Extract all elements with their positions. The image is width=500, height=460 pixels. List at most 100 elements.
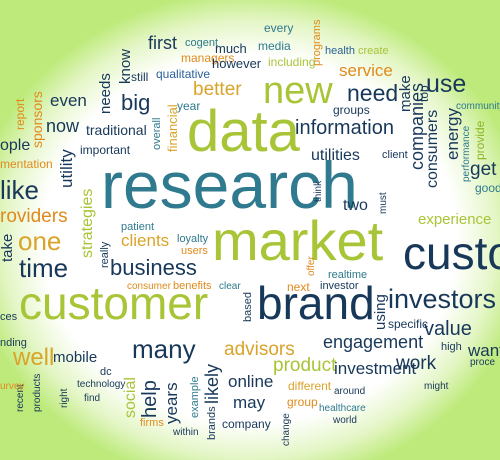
word: help: [139, 380, 161, 418]
word: want: [468, 341, 500, 360]
word: big: [121, 90, 151, 115]
word: media: [258, 39, 291, 53]
word: health: [325, 45, 355, 57]
word: advisors: [224, 339, 295, 360]
word: create: [358, 45, 389, 57]
word: community: [456, 101, 500, 112]
word: energy: [443, 108, 462, 160]
word: work: [396, 353, 437, 374]
word: really: [99, 241, 111, 268]
word: urvey: [0, 381, 25, 392]
word: offer: [306, 256, 317, 276]
word: strategies: [79, 188, 96, 258]
word: around: [334, 386, 366, 397]
word: loyalty: [177, 233, 209, 245]
word: based: [242, 292, 254, 322]
word: time: [19, 253, 69, 283]
word: next: [287, 280, 310, 294]
word: change: [281, 413, 292, 446]
word: get: [470, 159, 497, 180]
word: benefits: [173, 280, 212, 292]
word: well: [13, 344, 55, 371]
word: likely: [202, 363, 222, 404]
word: much: [215, 41, 247, 56]
word: market: [212, 209, 384, 272]
word: firms: [140, 417, 164, 429]
word: information: [295, 117, 394, 139]
word: one: [18, 226, 62, 256]
word: group: [287, 395, 318, 409]
word: consumer: [127, 281, 171, 292]
word: good: [475, 181, 500, 195]
word: right: [59, 388, 70, 408]
word: custo: [403, 227, 500, 279]
word: investor: [320, 280, 359, 292]
word: research: [101, 148, 358, 222]
word: client: [382, 149, 408, 161]
word: however: [212, 56, 262, 71]
word: experience: [418, 211, 492, 228]
word: nding: [0, 337, 27, 349]
word: might: [424, 381, 449, 392]
word: dc: [100, 366, 112, 378]
word: users: [181, 245, 208, 257]
word: needs: [97, 73, 114, 114]
word: important: [80, 143, 131, 157]
word: need: [347, 80, 399, 106]
word: data: [187, 99, 300, 164]
word: better: [193, 79, 242, 100]
word: clear: [219, 281, 241, 292]
word: products: [32, 373, 43, 412]
word: first: [148, 33, 177, 53]
word: using: [372, 294, 389, 330]
word: online: [228, 372, 274, 391]
word: customer: [19, 277, 209, 329]
word: specific: [388, 317, 429, 331]
word: year: [177, 99, 201, 113]
word: mentation: [0, 157, 53, 171]
word: technology: [77, 379, 126, 390]
word: ces: [0, 311, 18, 323]
word: groups: [333, 103, 370, 117]
word: company: [222, 417, 271, 431]
word: consumers: [424, 109, 441, 188]
word: world: [333, 415, 357, 426]
word: two: [343, 197, 368, 214]
word: managers: [181, 51, 235, 65]
word: even: [50, 91, 87, 110]
word: realtime: [328, 269, 368, 281]
word: patient: [121, 221, 155, 233]
word: years: [162, 382, 181, 424]
word: product: [273, 355, 337, 376]
word: sponsors: [29, 91, 45, 148]
word: different: [288, 379, 332, 393]
word: healthcare: [319, 403, 366, 414]
word: engagement: [323, 332, 424, 352]
word: clients: [121, 231, 170, 250]
word: brand: [257, 277, 375, 329]
word: find: [84, 393, 101, 404]
word: proce: [470, 357, 496, 368]
word: value: [424, 318, 472, 340]
word: every: [264, 21, 294, 35]
word: may: [233, 393, 266, 412]
word: example: [189, 376, 201, 418]
word: cogent: [185, 37, 219, 49]
word: ople: [0, 137, 31, 154]
word: social: [122, 377, 139, 418]
word: think: [313, 180, 324, 202]
word: use: [426, 70, 467, 98]
word: including: [268, 55, 316, 69]
word: now: [46, 116, 80, 136]
word: investors: [388, 284, 497, 314]
word: within: [173, 427, 199, 438]
word: financial: [165, 104, 180, 152]
word: provide: [473, 120, 487, 160]
word: overall: [151, 117, 163, 150]
word: take: [0, 233, 16, 262]
word: utilities: [311, 147, 360, 164]
word: roviders: [0, 206, 68, 227]
word: qualitative: [156, 67, 211, 81]
word: traditional: [86, 122, 147, 138]
